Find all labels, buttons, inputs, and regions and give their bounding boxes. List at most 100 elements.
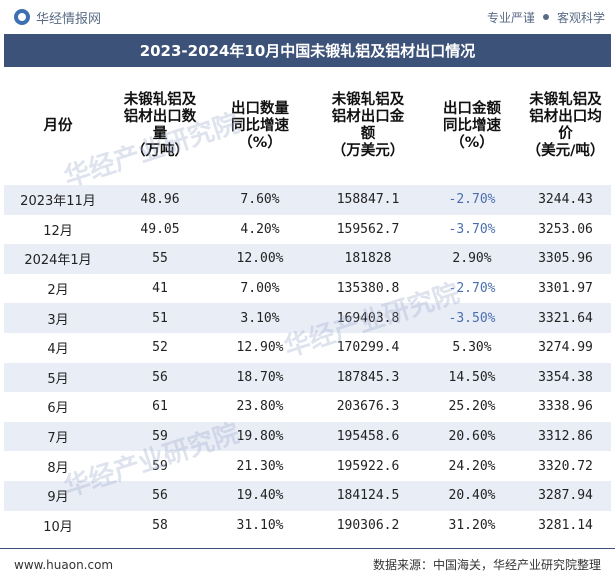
month-cell: 9月	[47, 490, 69, 506]
value-cell: 18.70%	[236, 369, 284, 385]
table-row: 2024年1月 55 12.00% 181828 2.90% 3305.96	[4, 244, 611, 274]
value-cell: 203676.3	[336, 399, 400, 415]
table-row: 5月 56 18.70% 187845.3 14.50% 3354.38	[4, 362, 611, 393]
month-cell: 2024年1月	[24, 253, 92, 269]
table-title: 2023-2024年10月中国未锻轧铝及铝材出口情况	[4, 34, 611, 67]
value-cell: 56	[152, 369, 168, 385]
month-cell: 12月	[43, 223, 73, 239]
value-cell: 25.20%	[448, 399, 496, 415]
header-line: 出口金额	[443, 100, 501, 117]
table-row: 2月 41 7.00% 135380.8 -2.70% 3301.97	[4, 274, 611, 304]
header-cell: 出口金额 同比增速 （%）	[424, 67, 520, 185]
tagline: 专业严谨 客观科学	[487, 9, 605, 26]
value-cell: 20.40%	[448, 488, 496, 504]
value-cell: 19.80%	[236, 429, 284, 445]
value-cell: 12.90%	[236, 340, 284, 356]
month-cell: 3月	[47, 312, 69, 328]
table-row: 3月 51 3.10% 169403.8 -3.50% 3321.64	[4, 303, 611, 333]
table-header: 月份 未锻轧铝及 铝材出口数量（万吨） 出口数量 同比增速 （%） 未锻轧铝及 铝材出口金额（…	[4, 67, 611, 185]
header-cell: 未锻轧铝及 铝材出口均价（美元/吨）	[520, 67, 611, 185]
tagline-left: 专业严谨	[486, 10, 535, 25]
header-line: 未锻轧铝及	[123, 92, 197, 108]
brand-name: 华经情报网	[36, 11, 102, 27]
value-cell: 169403.8	[336, 310, 400, 326]
value-cell: 19.40%	[236, 488, 284, 504]
value-cell: 31.10%	[236, 517, 284, 533]
value-cell: 3321.64	[538, 310, 593, 326]
value-cell: 12.00%	[236, 251, 284, 267]
value-cell: 3354.38	[538, 369, 593, 385]
value-cell: 3338.96	[538, 399, 593, 415]
value-cell: 7.60%	[240, 192, 280, 208]
table-row: 10月 58 31.10% 190306.2 31.20% 3281.14	[4, 511, 611, 541]
month-cell: 7月	[47, 431, 69, 447]
month-cell: 2月	[47, 283, 69, 299]
month-cell: 6月	[47, 401, 69, 417]
logo-icon	[14, 9, 30, 25]
value-cell: 170299.4	[336, 340, 400, 356]
header-line: 量	[152, 126, 168, 142]
header-line: （%）	[238, 134, 282, 151]
value-cell: 41	[152, 281, 168, 297]
header-line: 同比增速	[443, 117, 501, 134]
value-cell: 56	[152, 488, 168, 504]
value-cell: -2.70%	[448, 192, 496, 208]
value-cell: 158847.1	[336, 192, 400, 208]
value-cell: 181828	[344, 251, 392, 267]
tagline-right: 客观科学	[556, 10, 605, 25]
header-cell: 出口数量 同比增速 （%）	[208, 67, 312, 185]
header-line: （万吨）	[131, 143, 189, 159]
table-row: 2023年11月 48.96 7.60% 158847.1 -2.70% 3244.43	[4, 185, 611, 215]
value-cell: 195922.6	[336, 458, 400, 474]
month-cell: 10月	[43, 519, 73, 535]
value-cell: 58	[152, 517, 168, 533]
footer-source: 数据来源：中国海关，华经产业研究院整理	[372, 558, 601, 572]
table-body: 2023年11月 48.96 7.60% 158847.1 -2.70% 3244.43 1…	[4, 185, 611, 540]
value-cell: 135380.8	[336, 281, 400, 297]
month-cell: 5月	[47, 371, 69, 387]
top-bar: 华经情报网 专业严谨 客观科学	[0, 0, 615, 34]
header-cell: 未锻轧铝及 铝材出口数量（万吨）	[112, 67, 208, 185]
value-cell: -3.50%	[448, 310, 496, 326]
header-line: （%）	[450, 134, 494, 151]
value-cell: 48.96	[140, 192, 180, 208]
brand: 华经情报网	[14, 8, 101, 27]
value-cell: 55	[152, 251, 168, 267]
value-cell: -3.70%	[448, 221, 496, 237]
header-cell: 月份	[4, 67, 112, 185]
header-line: 未锻轧铝及	[529, 92, 602, 108]
value-cell: 3244.43	[538, 192, 593, 208]
value-cell: 51	[152, 310, 168, 326]
month-cell: 4月	[47, 342, 69, 358]
footer: www.huaon.com 数据来源：中国海关，华经产业研究院整理	[0, 548, 615, 580]
value-cell: 49.05	[140, 221, 180, 237]
value-cell: 52	[152, 340, 168, 356]
month-cell: 8月	[47, 460, 69, 476]
value-cell: 4.20%	[240, 221, 280, 237]
value-cell: -2.70%	[448, 281, 496, 297]
header-line: 铝材出口金	[331, 109, 405, 125]
value-cell: 7.00%	[240, 281, 280, 297]
header-line: （万美元）	[331, 143, 405, 159]
value-cell: 20.60%	[448, 429, 496, 445]
table-row: 6月 61 23.80% 203676.3 25.20% 3338.96	[4, 392, 611, 422]
header-line: （美元/吨）	[526, 143, 605, 159]
dot-icon	[542, 14, 549, 20]
table-row: 9月 56 19.40% 184124.5 20.40% 3287.94	[4, 480, 611, 511]
header-line: 铝材出口均	[529, 109, 602, 125]
value-cell: 59	[152, 429, 168, 445]
table-row: 7月 59 19.80% 195458.6 20.60% 3312.86	[4, 421, 611, 452]
header-line: 月份	[43, 117, 73, 134]
value-cell: 3305.96	[538, 251, 593, 267]
value-cell: 159562.7	[336, 221, 400, 237]
value-cell: 184124.5	[336, 488, 400, 504]
value-cell: 190306.2	[336, 517, 400, 533]
value-cell: 31.20%	[448, 517, 496, 533]
value-cell: 61	[152, 399, 168, 415]
header-line: 价	[558, 126, 573, 142]
header-line: 未锻轧铝及	[331, 92, 405, 108]
header-line: 额	[360, 126, 376, 142]
value-cell: 3274.99	[538, 340, 593, 356]
value-cell: 3301.97	[538, 281, 593, 297]
value-cell: 5.30%	[452, 340, 492, 356]
